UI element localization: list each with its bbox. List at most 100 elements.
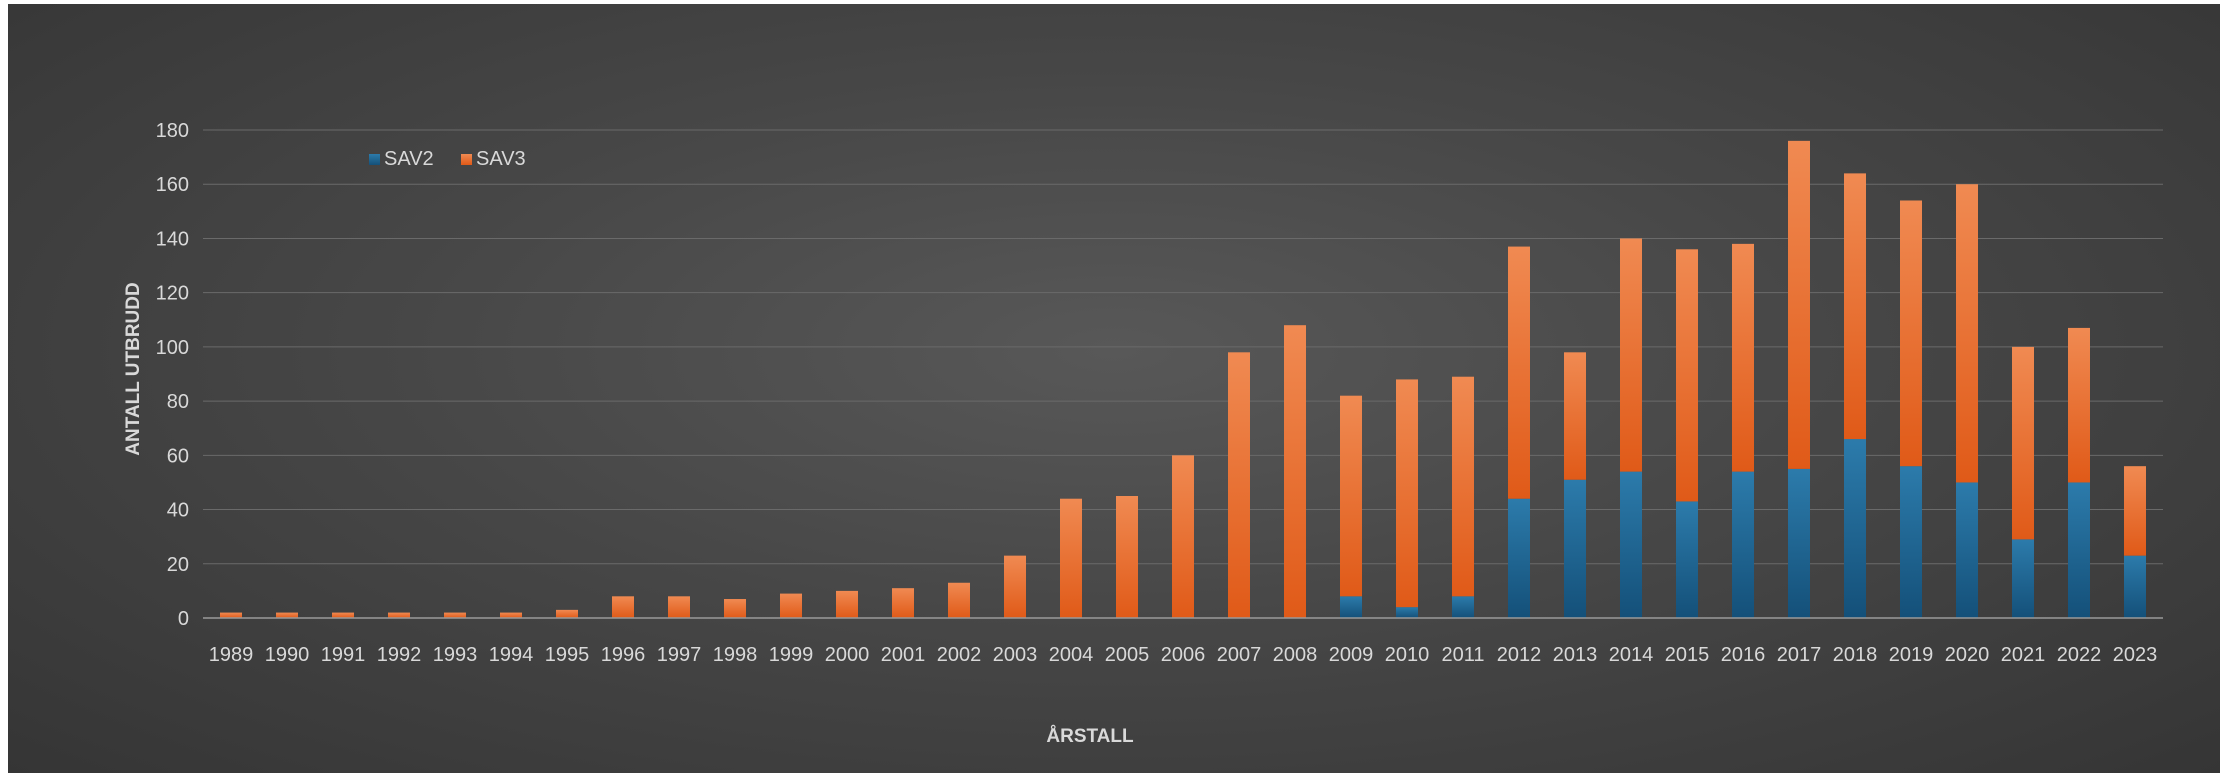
chart-area: 0 20 40 60 80 100 120 140 160 180 1989 1990 1991 199… bbox=[8, 4, 2220, 773]
bar-sav3-2001 bbox=[892, 588, 914, 618]
x-tick-label: 2014 bbox=[1609, 644, 1654, 666]
x-tick-label: 2018 bbox=[1833, 644, 1878, 666]
y-tick-label: 180 bbox=[156, 120, 189, 142]
y-tick-label: 140 bbox=[156, 228, 189, 250]
bar-sav3-2020 bbox=[1956, 184, 1978, 483]
bar-sav3-2010 bbox=[1396, 379, 1418, 608]
x-tick-label: 2012 bbox=[1497, 644, 1542, 666]
x-tick-label: 1990 bbox=[265, 644, 310, 666]
bar-sav3-1992 bbox=[388, 612, 410, 618]
x-tick-label: 2016 bbox=[1721, 644, 1766, 666]
x-tick-label: 1989 bbox=[209, 644, 254, 666]
x-tick-label: 1999 bbox=[769, 644, 814, 666]
x-tick-label: 2001 bbox=[881, 644, 926, 666]
x-tick-label: 2015 bbox=[1665, 644, 1710, 666]
x-tick-label: 2017 bbox=[1777, 644, 1822, 666]
x-tick-label: 2006 bbox=[1161, 644, 1206, 666]
bar-sav3-2009 bbox=[1340, 395, 1362, 597]
legend-label-sav3: SAV3 bbox=[476, 148, 526, 170]
y-tick-label: 40 bbox=[167, 500, 189, 522]
bar-sav3-2006 bbox=[1172, 455, 1194, 618]
bar-sav3-1997 bbox=[668, 596, 690, 618]
bar-sav2-2023 bbox=[2124, 555, 2146, 618]
bar-sav2-2009 bbox=[1340, 596, 1362, 618]
bar-sav2-2019 bbox=[1900, 466, 1922, 618]
x-tick-label: 2005 bbox=[1105, 644, 1150, 666]
bar-sav3-2023 bbox=[2124, 466, 2146, 556]
y-tick-label: 160 bbox=[156, 174, 189, 196]
bar-sav2-2017 bbox=[1788, 468, 1810, 618]
bar-sav2-2012 bbox=[1508, 498, 1530, 618]
y-axis-ticks: 0 20 40 60 80 100 120 140 160 180 bbox=[156, 120, 189, 630]
y-tick-label: 120 bbox=[156, 283, 189, 305]
y-tick-label: 60 bbox=[167, 445, 189, 467]
x-tick-label: 2000 bbox=[825, 644, 870, 666]
x-tick-label: 2002 bbox=[937, 644, 982, 666]
bar-sav2-2010 bbox=[1396, 607, 1418, 618]
bar-sav3-2011 bbox=[1452, 376, 1474, 597]
bar-sav2-2016 bbox=[1732, 471, 1754, 618]
bar-sav3-2022 bbox=[2068, 327, 2090, 483]
x-tick-label: 2019 bbox=[1889, 644, 1934, 666]
y-tick-label: 100 bbox=[156, 337, 189, 359]
x-tick-label: 2003 bbox=[993, 644, 1038, 666]
x-tick-label: 2011 bbox=[1441, 644, 1484, 666]
y-axis-title: ANTALL UTBRUDD bbox=[123, 282, 144, 455]
x-tick-label: 2021 bbox=[2001, 644, 2046, 666]
x-tick-label: 2004 bbox=[1049, 644, 1094, 666]
bar-sav3-2013 bbox=[1564, 352, 1586, 480]
bar-sav3-1989 bbox=[220, 612, 242, 618]
bar-sav3-1993 bbox=[444, 612, 466, 618]
bar-sav3-1991 bbox=[332, 612, 354, 618]
bar-sav3-2008 bbox=[1284, 325, 1306, 618]
x-tick-label: 2009 bbox=[1329, 644, 1374, 666]
x-tick-label: 2020 bbox=[1945, 644, 1990, 666]
gridlines bbox=[203, 129, 2163, 565]
x-tick-label: 1991 bbox=[321, 644, 366, 666]
bar-sav3-2003 bbox=[1004, 555, 1026, 618]
legend: SAV2 SAV3 bbox=[369, 148, 526, 170]
bar-sav2-2011 bbox=[1452, 596, 1474, 618]
y-tick-label: 20 bbox=[167, 554, 189, 576]
bar-sav3-2005 bbox=[1116, 496, 1138, 618]
x-tick-label: 2022 bbox=[2057, 644, 2102, 666]
x-tick-label: 1997 bbox=[657, 644, 702, 666]
x-tick-label: 2008 bbox=[1273, 644, 1318, 666]
x-tick-label: 1992 bbox=[377, 644, 422, 666]
bar-sav3-2007 bbox=[1228, 352, 1250, 618]
x-tick-label: 1996 bbox=[601, 644, 646, 666]
bar-sav3-1994 bbox=[500, 612, 522, 618]
bar-sav2-2015 bbox=[1676, 501, 1698, 618]
x-tick-label: 1994 bbox=[489, 644, 534, 666]
y-tick-label: 0 bbox=[178, 608, 189, 630]
bar-sav2-2018 bbox=[1844, 439, 1866, 618]
bar-sav3-2000 bbox=[836, 590, 858, 618]
bars bbox=[203, 140, 2163, 619]
bar-sav3-2014 bbox=[1620, 238, 1642, 472]
x-tick-label: 2010 bbox=[1385, 644, 1430, 666]
legend-label-sav2: SAV2 bbox=[384, 148, 434, 170]
x-axis-ticks: 1989 1990 1991 1992 1993 1994 1995 1996 1997 1998… bbox=[209, 644, 2158, 666]
bar-sav2-2013 bbox=[1564, 479, 1586, 618]
bar-sav2-2021 bbox=[2012, 539, 2034, 618]
bar-sav3-2002 bbox=[948, 582, 970, 618]
legend-swatch-sav2 bbox=[369, 154, 380, 165]
legend-swatch-sav3 bbox=[461, 154, 472, 165]
bar-sav3-2016 bbox=[1732, 243, 1754, 472]
bar-sav2-2020 bbox=[1956, 482, 1978, 618]
x-axis-title: ÅRSTALL bbox=[1046, 726, 1134, 747]
x-tick-label: 1995 bbox=[545, 644, 590, 666]
bar-sav3-2012 bbox=[1508, 246, 1530, 499]
bar-sav3-1990 bbox=[276, 612, 298, 618]
x-tick-label: 2023 bbox=[2113, 644, 2158, 666]
bar-sav3-1996 bbox=[612, 596, 634, 618]
bar-sav2-2014 bbox=[1620, 471, 1642, 618]
x-tick-label: 1998 bbox=[713, 644, 758, 666]
bar-sav3-1995 bbox=[556, 609, 578, 618]
x-tick-label: 2007 bbox=[1217, 644, 1262, 666]
bar-sav3-1999 bbox=[780, 593, 802, 618]
bar-sav3-2015 bbox=[1676, 249, 1698, 502]
x-tick-label: 1993 bbox=[433, 644, 478, 666]
bar-sav3-2017 bbox=[1788, 140, 1810, 469]
bar-sav3-2019 bbox=[1900, 200, 1922, 467]
